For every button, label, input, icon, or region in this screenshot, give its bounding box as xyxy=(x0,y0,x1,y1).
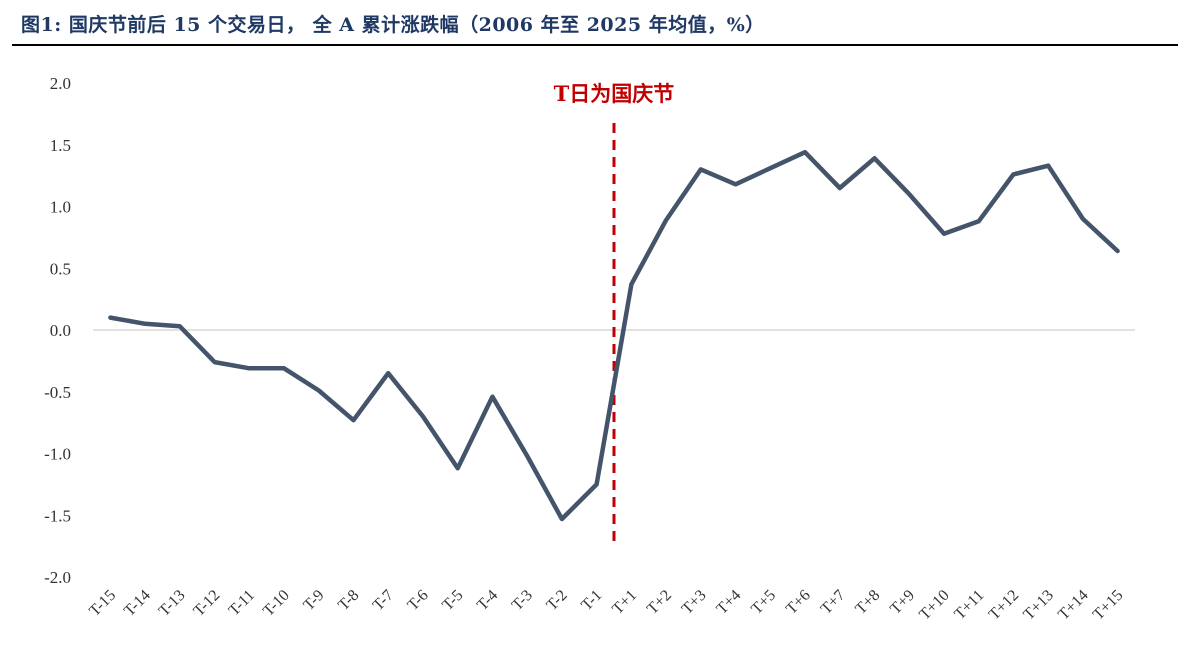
figure-title: 图1: 国庆节前后 15 个交易日， 全 A 累计涨跌幅（2006 年至 202… xyxy=(21,14,765,36)
x-tick-label: T-2 xyxy=(543,587,570,614)
x-tick-label: T+14 xyxy=(1055,587,1092,624)
x-tick-label: T-3 xyxy=(509,587,536,614)
x-tick-label: T+3 xyxy=(679,587,710,618)
x-tick-label: T+6 xyxy=(783,587,814,618)
x-tick-label: T+13 xyxy=(1020,587,1057,624)
y-tick-label: 1.0 xyxy=(50,198,71,217)
x-tick-label: T+7 xyxy=(818,587,849,618)
series-line xyxy=(108,149,1120,522)
y-tick-label: 2.0 xyxy=(50,74,71,93)
y-tick-label: 1.5 xyxy=(50,136,71,155)
x-tick-label: T-11 xyxy=(226,587,259,620)
y-tick-label: 0.5 xyxy=(50,259,71,278)
x-tick-label: T-12 xyxy=(190,587,223,620)
x-tick-label: T+1 xyxy=(609,587,640,618)
x-tick-label: T-1 xyxy=(578,587,605,614)
series-group xyxy=(108,149,1120,522)
x-tick-label: T-4 xyxy=(474,587,501,614)
x-tick-label: T-5 xyxy=(439,587,466,614)
holiday-marker-label: T日为国庆节 xyxy=(554,81,675,106)
x-tick-label: T-10 xyxy=(260,587,293,620)
y-tick-label: 0.0 xyxy=(50,321,71,340)
y-tick-label: -0.5 xyxy=(44,383,71,402)
y-axis: 2.0 1.5 1.0 0.5 0.0 -0.5 -1.0 -1.5 -2.0 xyxy=(44,74,71,587)
y-tick-label: -2.0 xyxy=(44,568,71,587)
x-tick-label: T-8 xyxy=(335,587,362,614)
x-tick-label: T+2 xyxy=(644,587,675,618)
x-tick-label: T-6 xyxy=(404,587,431,614)
x-tick-label: T+5 xyxy=(748,587,779,618)
x-tick-label: T-7 xyxy=(370,587,397,614)
x-tick-label: T+8 xyxy=(852,587,883,618)
title-divider xyxy=(12,44,1178,46)
x-tick-label: T-14 xyxy=(121,587,154,620)
x-tick-label: T-13 xyxy=(156,587,189,620)
holiday-marker-group: T日为国庆节 xyxy=(554,81,675,548)
x-tick-label: T+10 xyxy=(916,587,953,624)
y-tick-label: -1.0 xyxy=(44,445,71,464)
y-tick-label: -1.5 xyxy=(44,506,71,525)
x-tick-label: T-9 xyxy=(300,587,327,614)
x-tick-label: T+11 xyxy=(951,587,987,623)
x-tick-label: T-15 xyxy=(86,587,119,620)
x-tick-label: T+12 xyxy=(986,587,1023,624)
x-tick-label: T+9 xyxy=(887,587,918,618)
x-tick-label: T+4 xyxy=(713,587,744,618)
x-tick-label: T+15 xyxy=(1090,587,1127,624)
x-axis: T-15 T-14 T-13 T-12 T-11 T-10 T-9 T-8 T-7 T-6 T-5 T… xyxy=(86,587,1126,624)
